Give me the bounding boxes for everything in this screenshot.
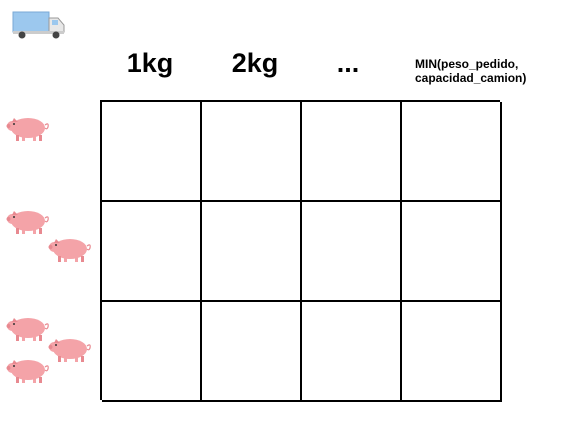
- pig-icon: [6, 355, 50, 385]
- pig-icon: [6, 113, 50, 143]
- column-header-min: MIN(peso_pedido, capacidad_camion): [415, 57, 565, 85]
- grid-cell: [102, 202, 202, 302]
- grid-cell: [102, 102, 202, 202]
- pig-icon: [48, 334, 92, 364]
- truck-icon: [12, 11, 65, 39]
- grid-cell: [302, 202, 402, 302]
- column-header-min-line1: MIN(peso_pedido,: [415, 57, 519, 71]
- grid-cell: [402, 302, 502, 402]
- pig-icon: [6, 313, 50, 343]
- grid-cell: [402, 102, 502, 202]
- grid-cell: [202, 302, 302, 402]
- grid-cell: [302, 102, 402, 202]
- pig-icon: [6, 206, 50, 236]
- grid-cell: [202, 202, 302, 302]
- column-header-min-line2: capacidad_camion): [415, 71, 527, 85]
- pig-icon: [48, 234, 92, 264]
- grid-cell: [102, 302, 202, 402]
- grid-cell: [202, 102, 302, 202]
- grid-cell: [402, 202, 502, 302]
- dp-table-grid: [100, 100, 502, 402]
- column-header-ellipsis: ...: [336, 48, 360, 78]
- column-header-2kg: 2kg: [231, 48, 279, 78]
- grid-cell: [302, 302, 402, 402]
- column-header-1kg: 1kg: [126, 48, 174, 78]
